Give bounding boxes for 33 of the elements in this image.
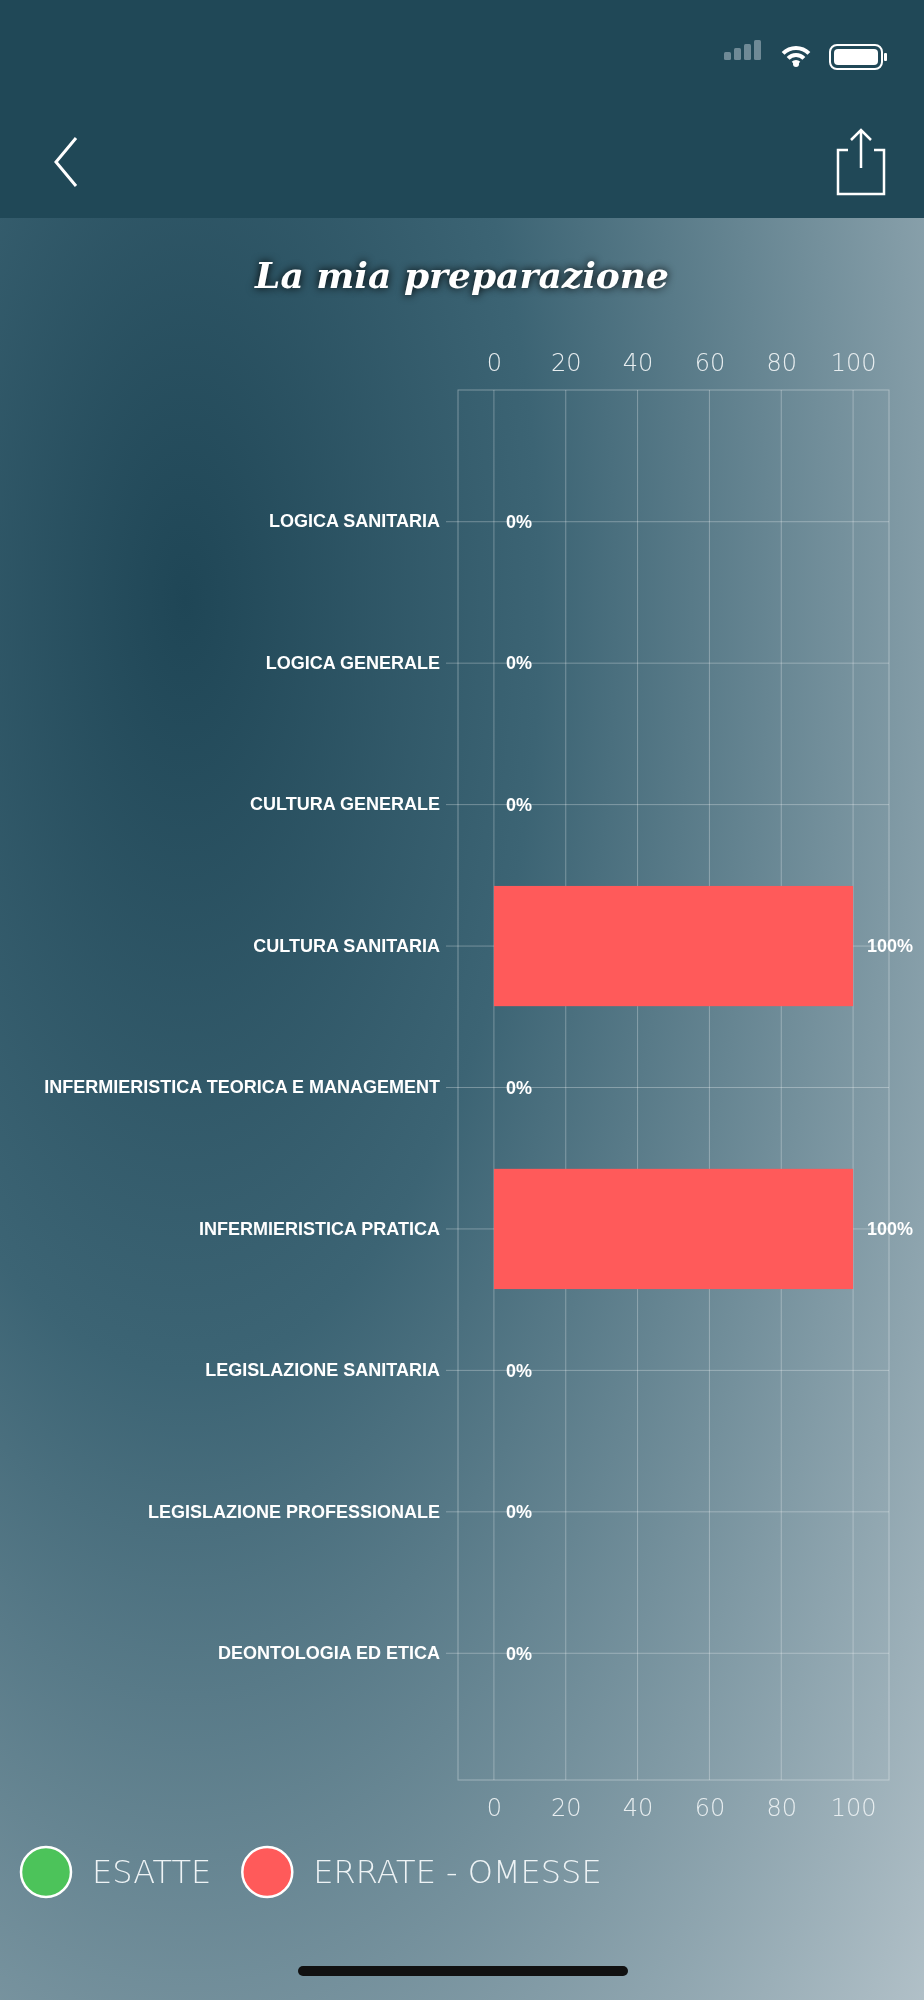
legend-label: ESATTE [92, 1853, 212, 1892]
y-tick-label: LEGISLAZIONE SANITARIA [205, 1360, 440, 1381]
data-label: 0% [505, 794, 532, 815]
x-tick-label: 80 [766, 1794, 798, 1823]
data-label: 100% [867, 1219, 914, 1240]
x2-tick-label: 60 [694, 349, 726, 377]
data-label: 0% [505, 653, 532, 674]
y-tick-label: LEGISLAZIONE PROFESSIONALE [147, 1501, 440, 1522]
x2-tick-label: 100 [830, 349, 877, 377]
x-tick-label: 100 [830, 1794, 877, 1823]
y-tick-label: INFERMIERISTICA TEORICA E MANAGEMENT [44, 1077, 440, 1098]
data-label: 0% [505, 1502, 532, 1523]
x2-tick-label: 0 [486, 349, 503, 377]
x2-tick-label: 80 [766, 349, 798, 377]
y-tick-label: INFERMIERISTICA PRATICA [199, 1218, 440, 1239]
x2-tick-label: 20 [550, 349, 582, 377]
y-tick-label: CULTURA GENERALE [250, 794, 440, 815]
data-label: 0% [505, 512, 532, 533]
x-tick-label: 60 [694, 1794, 726, 1823]
y-tick-label: CULTURA SANITARIA [253, 935, 440, 956]
chart-title: La mia preparazione [254, 254, 669, 296]
text: ERRATE - OMESSE [313, 1853, 602, 1892]
x-tick-label: 40 [622, 1794, 654, 1823]
data-label: 0% [505, 1643, 532, 1664]
x-tick-label: 20 [550, 1794, 582, 1823]
x2-tick-label: 40 [622, 349, 654, 377]
data-label: 0% [505, 1360, 532, 1381]
data-label: 100% [867, 936, 914, 957]
x-tick-label: 0 [486, 1794, 503, 1823]
y-tick-label: LOGICA SANITARIA [269, 511, 440, 532]
data-label: 0% [505, 1077, 532, 1098]
y-tick-label: DEONTOLOGIA ED ETICA [217, 1643, 440, 1664]
y-tick-label: LOGICA GENERALE [265, 652, 440, 673]
